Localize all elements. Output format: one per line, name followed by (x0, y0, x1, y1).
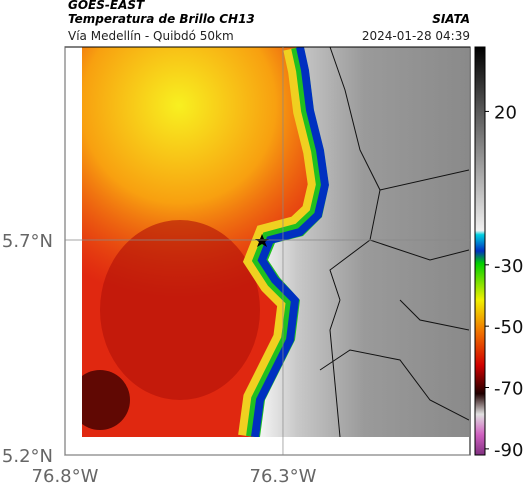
title: GOES-EAST (68, 0, 145, 12)
colorbar-tick-label: -70 (494, 379, 523, 400)
colorbar-tick-label: -50 (494, 317, 523, 338)
colorbar-tick-label: -90 (494, 440, 523, 461)
route: Vía Medellín - Quibdó 50km (68, 29, 234, 43)
location-marker (255, 234, 269, 247)
subtitle: Temperatura de Brillo CH13 (68, 12, 255, 26)
source: SIATA (432, 12, 470, 26)
x-tick-label: 76.3°W (250, 466, 317, 487)
y-tick-label: 5.7°N (2, 231, 53, 252)
timestamp: 2024-01-28 04:39 (362, 29, 470, 43)
satellite-image (82, 47, 469, 437)
y-tick-label: 5.2°N (2, 446, 53, 467)
x-tick-label: 76.8°W (32, 466, 99, 487)
colorbar (474, 46, 486, 456)
colorbar-tick-label: -30 (494, 256, 523, 277)
colorbar-tick-label: 20 (494, 102, 517, 123)
